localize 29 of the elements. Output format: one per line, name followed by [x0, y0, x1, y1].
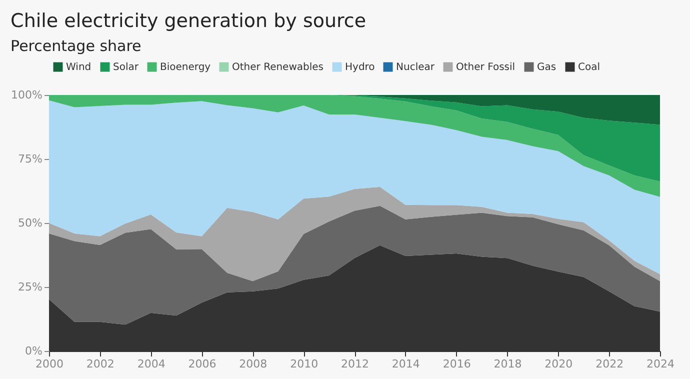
x-tick-label: 2014 — [392, 358, 420, 370]
x-tick-label: 2010 — [290, 358, 318, 370]
chart-title: Chile electricity generation by source — [10, 10, 366, 32]
chart-subtitle: Percentage share — [10, 37, 142, 55]
y-tick-label: 75% — [18, 152, 42, 166]
y-tick-label: 50% — [18, 216, 42, 230]
y-tick-label: 0% — [25, 344, 42, 358]
legend-label: Wind — [66, 62, 92, 73]
legend-label: Hydro — [345, 62, 375, 73]
x-tick-label: 2000 — [36, 358, 64, 370]
legend-label: Bioenergy — [160, 62, 211, 73]
y-tick-label: 25% — [18, 280, 42, 294]
y-tick-label: 100% — [11, 88, 42, 102]
x-tick-label: 2022 — [596, 358, 624, 370]
x-tick-label: 2012 — [341, 358, 369, 370]
legend-label: Gas — [537, 62, 556, 73]
x-tick-label: 2018 — [494, 358, 522, 370]
legend-label: Nuclear — [396, 62, 436, 73]
x-tick-label: 2016 — [442, 358, 471, 370]
legend-label: Coal — [578, 62, 600, 73]
x-tick-label: 2006 — [188, 358, 216, 370]
x-tick-label: 2020 — [544, 358, 573, 370]
x-tick-label: 2004 — [137, 358, 166, 370]
legend-label: Other Renewables — [232, 62, 324, 73]
legend-label: Other Fossil — [456, 62, 516, 73]
x-tick-label: 2024 — [646, 358, 674, 370]
legend-label: Solar — [113, 62, 140, 73]
x-tick-label: 2002 — [86, 358, 114, 370]
x-tick-label: 2008 — [239, 358, 268, 370]
